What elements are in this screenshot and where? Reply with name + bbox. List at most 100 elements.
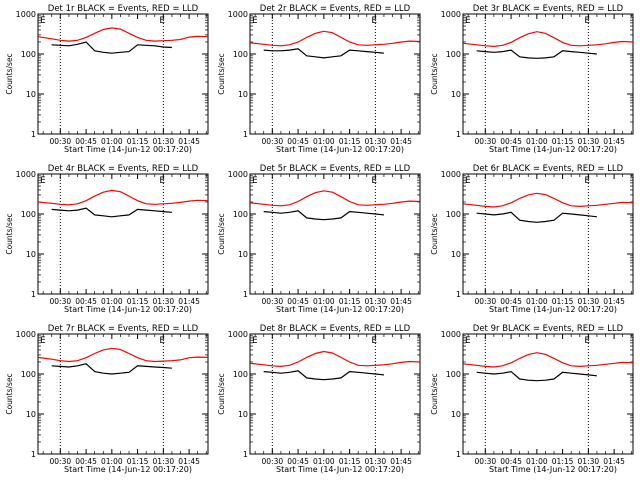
lld-series-line xyxy=(37,347,209,363)
y-axis-label: Counts/sec xyxy=(217,213,226,254)
x-tick-label: 01:00 xyxy=(101,297,123,306)
events-series-line xyxy=(263,210,384,221)
detector-panel-7: Det 7r BLACK = Events, RED = LLD 1 10 100 10… xyxy=(5,324,209,474)
x-tick-label: 00:45 xyxy=(287,297,309,306)
edge-marker-left: E xyxy=(252,336,258,346)
x-axis-label: Start Time (14-Jun-12 00:17:20) xyxy=(489,145,617,154)
detector-panel-1: Det 1r BLACK = Events, RED = LLD 1 10 100 10… xyxy=(5,4,209,154)
y-tick-label: 1 xyxy=(456,290,461,299)
y-axis-label: Counts/sec xyxy=(430,213,439,254)
y-tick-label: 1 xyxy=(31,130,36,139)
y-tick-label: 10 xyxy=(26,410,36,419)
y-tick-label: 1000 xyxy=(228,170,248,179)
edge-marker-left: E xyxy=(465,336,471,346)
edge-marker-right: E xyxy=(371,16,377,26)
y-tick-label: 1000 xyxy=(441,330,461,339)
y-tick-label: 1000 xyxy=(441,10,461,19)
y-tick-label: 10 xyxy=(238,410,248,419)
x-tick-label: 01:15 xyxy=(127,137,149,146)
lld-series-line xyxy=(37,189,209,206)
y-tick-label: 100 xyxy=(21,370,36,379)
x-axis-label: Start Time (14-Jun-12 00:17:20) xyxy=(489,305,617,314)
x-tick-label: 01:15 xyxy=(552,297,574,306)
y-tick-label: 10 xyxy=(26,250,36,259)
y-tick-label: 10 xyxy=(451,90,461,99)
x-axis-label: Start Time (14-Jun-12 00:17:20) xyxy=(276,305,404,314)
detector-panel-2: Det 2r BLACK = Events, RED = LLD 1 10 100 10… xyxy=(217,4,421,154)
plot-frame xyxy=(37,13,209,135)
x-tick-label: 01:30 xyxy=(578,457,600,466)
plot-frame xyxy=(37,333,209,455)
x-tick-label: 01:30 xyxy=(153,297,175,306)
plot-frame xyxy=(249,173,421,295)
x-tick-label: 01:30 xyxy=(365,457,387,466)
x-axis-label: Start Time (14-Jun-12 00:17:20) xyxy=(64,465,192,474)
panel-title: Det 4r BLACK = Events, RED = LLD xyxy=(48,164,199,174)
x-tick-label: 01:45 xyxy=(178,457,200,466)
lld-series-line xyxy=(462,192,634,208)
events-series-line xyxy=(51,207,172,218)
x-tick-label: 00:30 xyxy=(475,137,497,146)
panel-title: Det 3r BLACK = Events, RED = LLD xyxy=(473,4,624,14)
y-tick-label: 1000 xyxy=(228,10,248,19)
x-tick-label: 00:45 xyxy=(75,297,97,306)
x-tick-label: 00:45 xyxy=(500,457,522,466)
x-tick-label: 00:30 xyxy=(50,297,72,306)
y-axis-label: Counts/sec xyxy=(5,213,14,254)
y-tick-label: 10 xyxy=(451,410,461,419)
x-tick-label: 00:30 xyxy=(50,137,72,146)
panel-title: Det 1r BLACK = Events, RED = LLD xyxy=(48,4,199,14)
y-tick-label: 100 xyxy=(21,50,36,59)
plot-frame xyxy=(249,333,421,455)
lld-series-line xyxy=(37,27,209,42)
y-tick-label: 1000 xyxy=(441,170,461,179)
x-tick-label: 01:45 xyxy=(603,457,625,466)
x-tick-label: 00:30 xyxy=(475,457,497,466)
edge-marker-left: E xyxy=(40,336,46,346)
panel-title: Det 9r BLACK = Events, RED = LLD xyxy=(473,324,624,334)
lld-series-line xyxy=(249,350,421,368)
x-tick-label: 01:00 xyxy=(101,137,123,146)
events-series-line xyxy=(476,211,597,223)
y-tick-label: 100 xyxy=(233,370,248,379)
edge-marker-right: E xyxy=(371,336,377,346)
edge-marker-right: E xyxy=(584,176,590,186)
y-tick-label: 1000 xyxy=(228,330,248,339)
y-tick-label: 100 xyxy=(21,210,36,219)
x-tick-label: 01:45 xyxy=(603,297,625,306)
lld-series-line xyxy=(462,352,634,368)
events-series-line xyxy=(51,363,172,375)
panel-title: Det 7r BLACK = Events, RED = LLD xyxy=(48,324,199,334)
x-tick-label: 01:15 xyxy=(339,297,361,306)
y-tick-label: 10 xyxy=(26,90,36,99)
y-axis-label: Counts/sec xyxy=(5,373,14,414)
events-series-line xyxy=(476,49,597,59)
y-tick-label: 1 xyxy=(243,450,248,459)
x-axis-label: Start Time (14-Jun-12 00:17:20) xyxy=(489,465,617,474)
x-tick-label: 01:30 xyxy=(153,457,175,466)
y-tick-label: 1 xyxy=(31,290,36,299)
edge-marker-right: E xyxy=(584,336,590,346)
y-axis-label: Counts/sec xyxy=(217,53,226,94)
x-axis-label: Start Time (14-Jun-12 00:17:20) xyxy=(64,305,192,314)
x-tick-label: 00:45 xyxy=(500,137,522,146)
edge-marker-left: E xyxy=(252,16,258,26)
x-tick-label: 01:15 xyxy=(339,137,361,146)
x-tick-label: 01:00 xyxy=(526,457,548,466)
edge-marker-left: E xyxy=(40,16,46,26)
detector-panel-9: Det 9r BLACK = Events, RED = LLD 1 10 100 10… xyxy=(430,324,634,474)
panel-title: Det 2r BLACK = Events, RED = LLD xyxy=(260,4,411,14)
x-tick-label: 00:30 xyxy=(262,297,284,306)
x-tick-label: 01:45 xyxy=(178,297,200,306)
x-tick-label: 00:30 xyxy=(262,137,284,146)
y-tick-label: 100 xyxy=(446,210,461,219)
events-series-line xyxy=(476,370,597,382)
detector-panel-4: Det 4r BLACK = Events, RED = LLD 1 10 100 10… xyxy=(5,164,209,314)
panel-title: Det 5r BLACK = Events, RED = LLD xyxy=(260,164,411,174)
x-tick-label: 01:45 xyxy=(390,457,412,466)
lld-series-line xyxy=(249,30,421,47)
x-tick-label: 01:00 xyxy=(313,137,335,146)
y-tick-label: 1000 xyxy=(16,10,36,19)
x-tick-label: 00:30 xyxy=(475,297,497,306)
